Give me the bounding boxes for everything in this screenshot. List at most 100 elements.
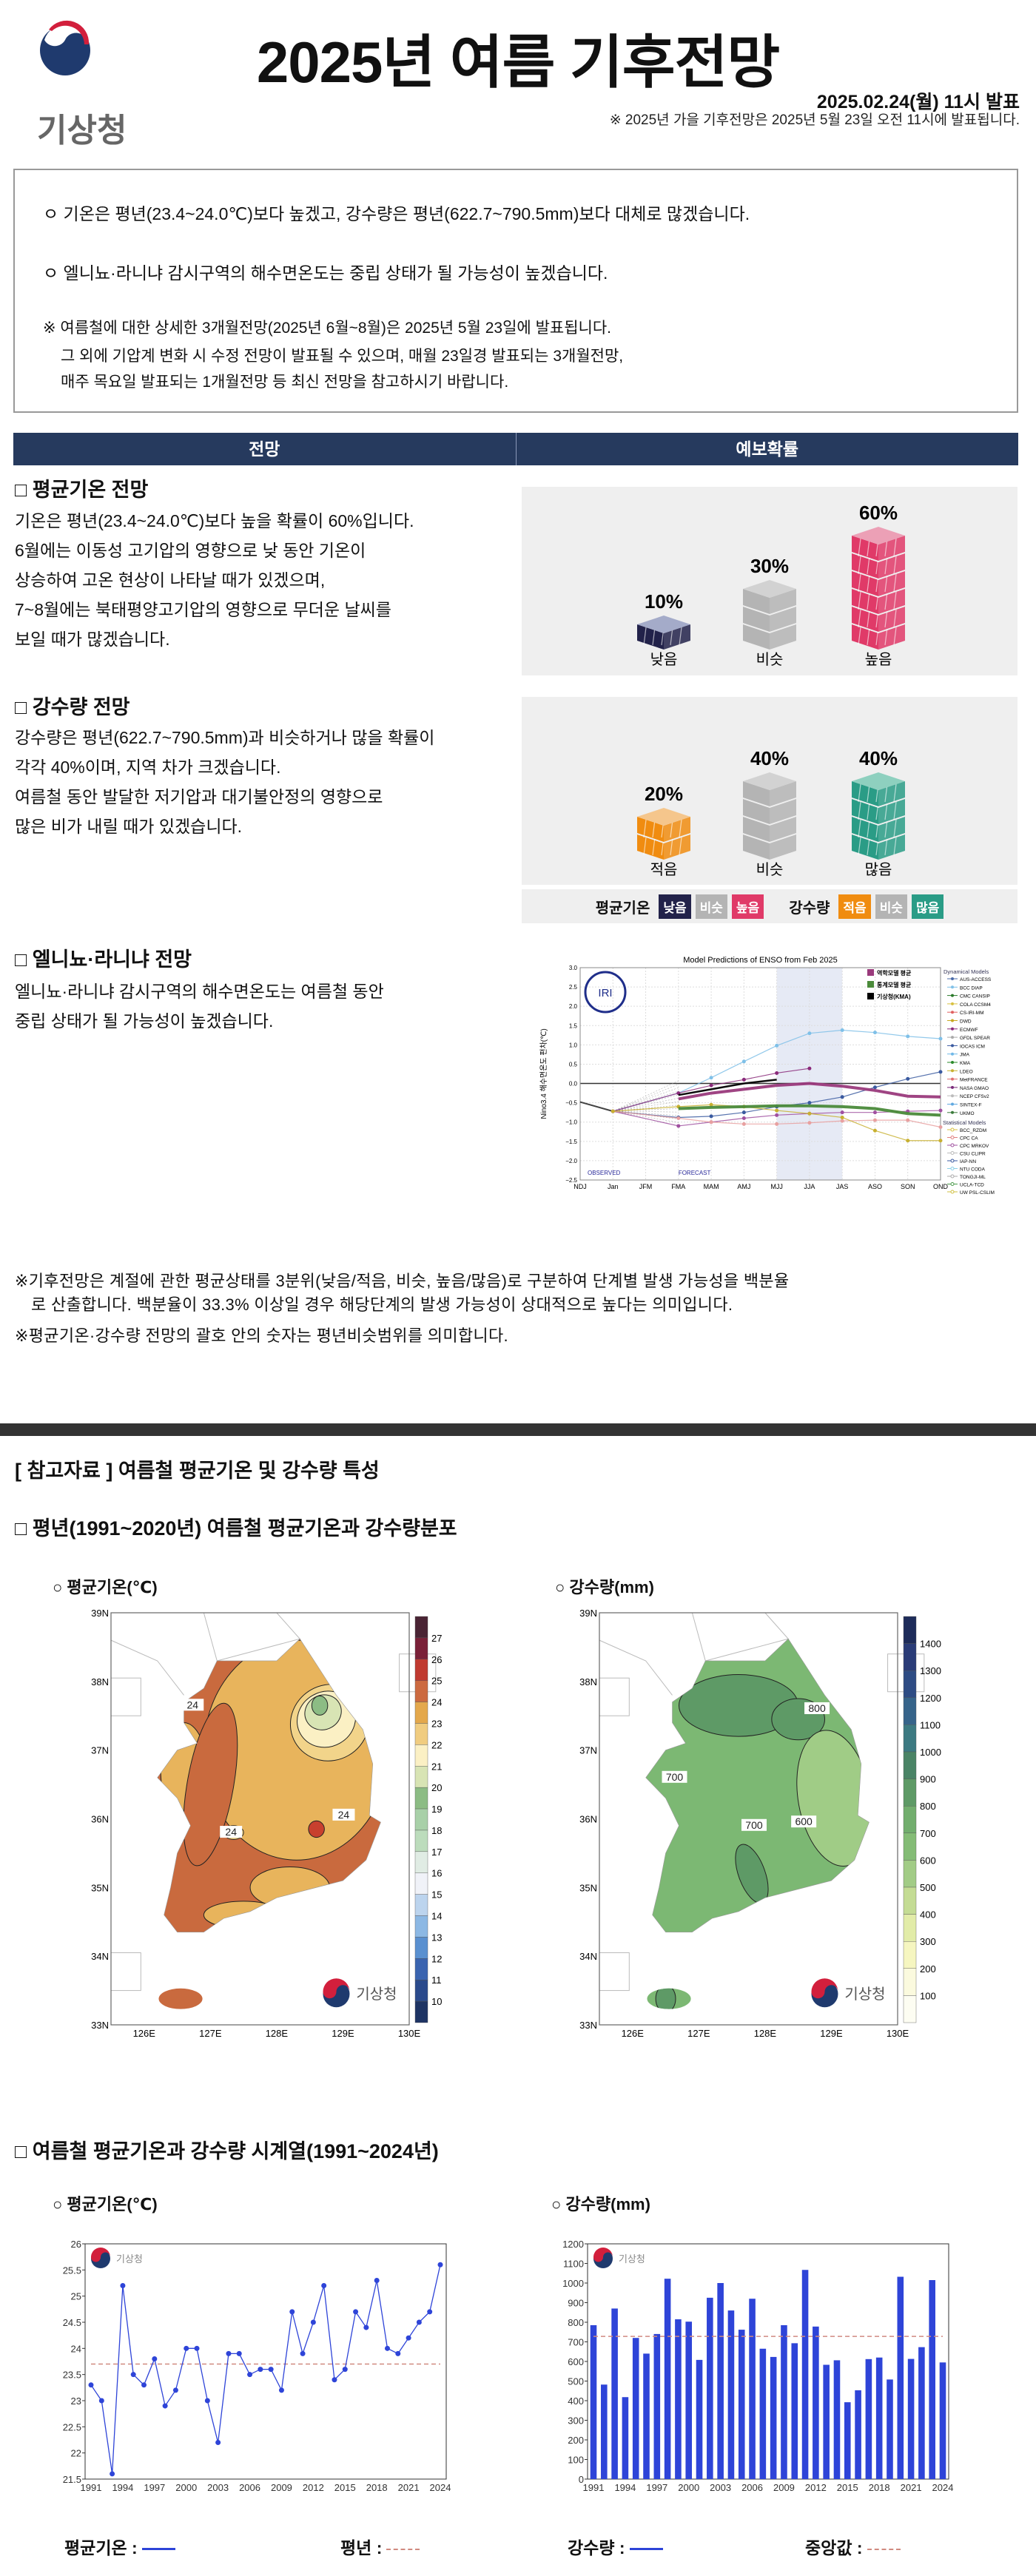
- legend-marker: [950, 1136, 955, 1139]
- lat-tick-label: 33N: [91, 2020, 109, 2031]
- legend-line-dashed: [386, 2548, 420, 2550]
- series-point: [840, 1028, 844, 1033]
- transition-line: [613, 1105, 679, 1112]
- colorbar-label: 600: [920, 1855, 936, 1866]
- block-hatch: [893, 591, 897, 610]
- bar: [833, 2360, 841, 2479]
- contour-label-bg: [662, 1770, 687, 1783]
- precip-series-title: ○ 강수량(mm): [551, 2195, 650, 2213]
- block-face-right: [770, 607, 796, 632]
- block-hatch: [679, 837, 682, 856]
- y-tick-label: 2.5: [569, 984, 578, 991]
- colorbar-segment: [414, 1872, 428, 1895]
- plot-frame: [84, 2243, 447, 2480]
- series-line: [678, 1104, 941, 1117]
- lat-tick-label: 35N: [579, 1882, 597, 1893]
- text-line: 7~8월에는 북태평양고기압의 영향으로 무더운 날씨를: [15, 600, 391, 619]
- data-point: [194, 2345, 200, 2351]
- contour-label: 24: [225, 1826, 237, 1838]
- text-line: 엘니뇨·라니냐 감시구역의 해수면온도는 여름철 동안: [15, 982, 384, 1001]
- text-line: 상승하여 고온 현상이 나타날 때가 있겠으며,: [15, 570, 326, 590]
- x-tick-label: FMA: [671, 1183, 685, 1190]
- legend-model-name: GFDL SPEAR: [960, 1036, 990, 1041]
- map-frame: [110, 1612, 410, 2026]
- lat-tick-label: 33N: [579, 2020, 597, 2031]
- north-coast-line: [110, 1639, 184, 1696]
- legend-marker: [950, 1127, 955, 1132]
- colorbar-label: 21: [431, 1761, 442, 1772]
- transition-line: [613, 1080, 679, 1112]
- data-point: [98, 2398, 104, 2404]
- data-point: [172, 2387, 178, 2393]
- legend-precip-label: 강수량 :: [568, 2538, 625, 2558]
- lon-tick-label: 126E: [133, 2028, 156, 2039]
- block-top: [637, 808, 690, 826]
- x-tick-label: 2015: [837, 2482, 858, 2493]
- coastline: [645, 1638, 870, 1932]
- bar: [707, 2297, 713, 2479]
- colorbar-segment: [414, 1744, 428, 1767]
- bar: [855, 2390, 861, 2479]
- colorbar-label: 24: [431, 1697, 442, 1708]
- lat-tick-label: 37N: [91, 1745, 109, 1756]
- legend-model-name: JMA: [960, 1053, 970, 1058]
- iri-logo-text: IRI: [598, 987, 612, 999]
- text-line: 중립 상태가 될 가능성이 높겠습니다.: [15, 1011, 274, 1031]
- series-point: [709, 1102, 713, 1107]
- block-hatch: [652, 627, 656, 646]
- transition-line: [613, 1098, 679, 1112]
- y-tick-label: 0.0: [569, 1081, 578, 1088]
- colorbar-label: 11: [431, 1975, 442, 1986]
- legend-model-name: COLA CCSM4: [960, 1002, 991, 1008]
- legend-model-name: TONGJI-ML: [960, 1175, 986, 1180]
- data-point: [258, 2367, 263, 2373]
- probability-value: 60%: [859, 502, 898, 524]
- contour-region: [796, 1730, 870, 1867]
- bar: [823, 2364, 830, 2479]
- next-outlook-note: ※ 2025년 가을 기후전망은 2025년 5월 23일 오전 11시에 발표…: [609, 112, 1020, 128]
- precip-normal-map: 800 700 700 600 39N 38N 37N 36N 35N 34N 33N 126E 127…: [579, 1608, 941, 2039]
- bar: [685, 2322, 693, 2479]
- series-point: [610, 1109, 615, 1113]
- block-top: [852, 772, 905, 790]
- legend-model-name: IAP-NN: [960, 1159, 976, 1164]
- block-hatch: [867, 801, 870, 820]
- y-tick-label: 400: [568, 2395, 584, 2407]
- bar: [813, 2326, 819, 2479]
- series-point: [775, 1108, 779, 1113]
- legend-model-name: DWD: [960, 1019, 972, 1025]
- summary-note: 매주 목요일 발표되는 1개월전망 등 최신 전망을 참고하시기 바랍니다.: [61, 374, 509, 391]
- probability-value: 40%: [859, 747, 898, 769]
- column-outlook: 전망: [13, 433, 517, 465]
- block-face-left: [852, 607, 878, 632]
- block-face-left: [637, 624, 664, 650]
- data-point: [152, 2356, 158, 2361]
- bar: [643, 2353, 650, 2479]
- bar: [727, 2310, 735, 2479]
- block-face-left: [852, 817, 878, 842]
- block-hatch: [884, 591, 888, 610]
- bar: [717, 2283, 724, 2479]
- north-coast-line: [599, 1639, 673, 1696]
- probability-value: 20%: [645, 783, 683, 805]
- text-line: 각각 40%이며, 지역 차가 크겠습니다.: [15, 758, 281, 777]
- colorbar-label: 10: [431, 1996, 442, 2007]
- legend-marker: [950, 1174, 955, 1179]
- x-tick-label: 2003: [710, 2482, 731, 2493]
- colorbar-segment: [414, 1851, 428, 1873]
- y-tick-label: 3.0: [569, 965, 578, 971]
- legend-normal-label: 평년 :: [340, 2538, 383, 2558]
- reference-heading: [ 참고자료 ] 여름철 평균기온 및 강수량 특성: [15, 1460, 380, 1482]
- data-point: [247, 2372, 253, 2378]
- bar: [738, 2330, 745, 2479]
- block-hatch: [884, 837, 888, 856]
- bar: [791, 2343, 798, 2479]
- legend-marker: [951, 1036, 954, 1039]
- kma-watermark-text: 기상청: [844, 1986, 885, 2003]
- x-tick-label: 2012: [805, 2482, 827, 2493]
- contour-label-bg: [791, 1815, 817, 1828]
- block-face-left: [743, 624, 770, 650]
- legend-chip-wet: 많음: [911, 894, 944, 919]
- bar: [749, 2299, 756, 2479]
- bar: [929, 2280, 935, 2479]
